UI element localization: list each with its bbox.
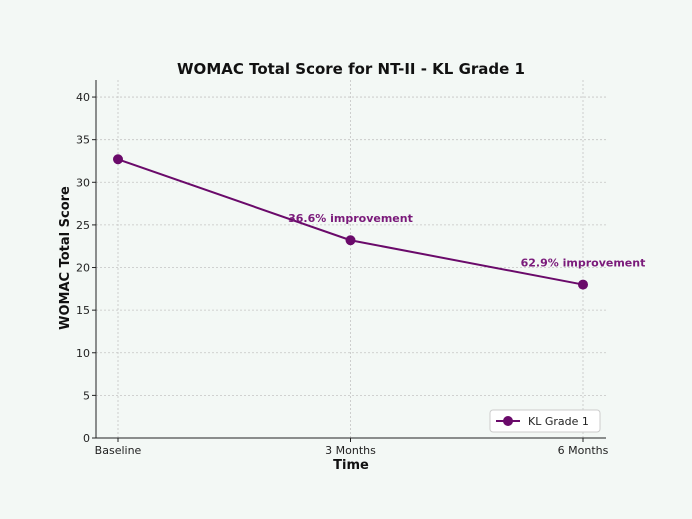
- y-tick-label: 0: [83, 432, 90, 445]
- data-point: [345, 235, 356, 246]
- y-tick-label: 20: [76, 262, 90, 275]
- data-point: [578, 279, 588, 290]
- legend-box: [489, 409, 601, 433]
- improvement-annotation: 62.9% improvement: [521, 257, 646, 270]
- x-axis-label: Time: [333, 458, 369, 473]
- y-tick-label: 40: [76, 91, 90, 104]
- legend-marker: [503, 416, 513, 426]
- y-tick-label: 30: [76, 176, 90, 189]
- x-tick-label: 6 Months: [558, 444, 609, 457]
- y-tick-label: 25: [76, 219, 90, 232]
- improvement-annotation: 36.6% improvement: [288, 212, 413, 225]
- data-point: [113, 154, 123, 165]
- legend-label: KL Grade 1: [528, 415, 589, 428]
- y-tick-label: 10: [76, 347, 90, 360]
- y-axis-label: WOMAC Total Score: [58, 186, 73, 330]
- x-tick-label: 3 Months: [325, 444, 376, 457]
- y-tick-label: 15: [76, 304, 90, 317]
- x-tick-label: Baseline: [95, 444, 142, 457]
- y-tick-label: 35: [76, 134, 90, 147]
- y-tick-label: 5: [83, 389, 90, 402]
- chart-title: WOMAC Total Score for NT-II - KL Grade 1: [177, 60, 525, 78]
